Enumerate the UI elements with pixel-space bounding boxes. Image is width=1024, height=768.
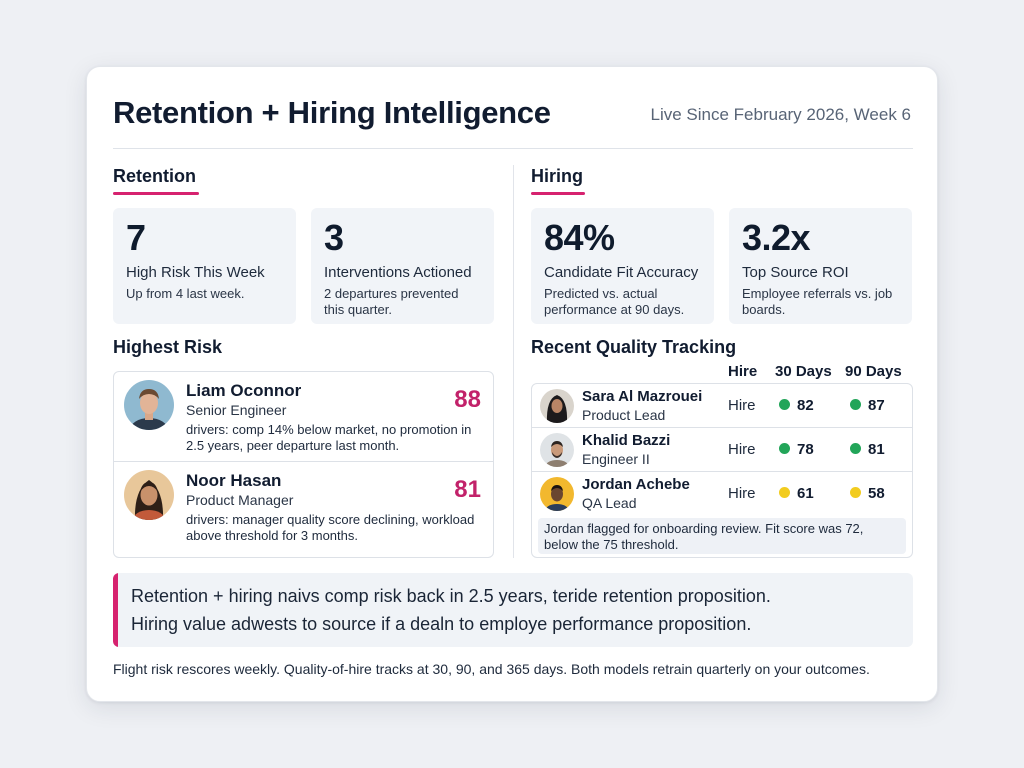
score-30-days: 82 [779, 397, 814, 414]
risk-person-role: Senior Engineer [186, 402, 287, 418]
stat-subtext: Employee referrals vs. job boards. [742, 286, 893, 317]
avatar [540, 389, 574, 423]
stat-subtext: Up from 4 last week. [126, 286, 245, 301]
score-value: 87 [868, 397, 885, 414]
hire-name: Jordan Achebe [582, 476, 690, 493]
risk-person-name: Noor Hasan [186, 471, 282, 490]
stat-label: High Risk This Week [126, 264, 265, 281]
highest-risk-title: Highest Risk [113, 337, 223, 357]
status-dot [779, 399, 790, 410]
avatar [124, 380, 174, 430]
quality-tracking-table: Sara Al Mazrouei Product Lead Hire 82 87… [531, 383, 913, 558]
hire-name: Sara Al Mazrouei [582, 388, 703, 405]
quality-tracking-title: Recent Quality Tracking [531, 337, 737, 357]
stat-value: 3.2x [742, 217, 811, 258]
stat-card-source-roi: 3.2x Top Source ROI Employee referrals v… [729, 208, 912, 324]
score-90-days: 87 [850, 397, 885, 414]
risk-drivers: drivers: comp 14% below market, no promo… [186, 422, 472, 453]
score-value: 82 [797, 397, 814, 414]
avatar [540, 477, 574, 511]
status-dot [850, 487, 861, 498]
risk-person-role: Product Manager [186, 492, 294, 508]
hire-status: Hire [728, 485, 756, 502]
status-dot [779, 443, 790, 454]
status-dot [850, 443, 861, 454]
stat-subtext: Predicted vs. actual performance at 90 d… [544, 286, 685, 317]
score-90-days: 81 [850, 441, 885, 458]
score-value: 61 [797, 485, 814, 502]
score-90-days: 58 [850, 485, 885, 502]
score-value: 78 [797, 441, 814, 458]
footer-note: Flight risk rescores weekly. Quality-of-… [113, 661, 870, 677]
table-row[interactable]: Jordan Achebe QA Lead Hire 61 58 [532, 472, 912, 516]
onboarding-review-note: Jordan flagged for onboarding review. Fi… [538, 518, 906, 554]
column-header-hire: Hire [728, 363, 758, 380]
hire-role: Product Lead [582, 407, 666, 423]
risk-person-name: Liam Oconnor [186, 381, 302, 400]
stat-label: Top Source ROI [742, 264, 849, 281]
stat-label: Interventions Actioned [324, 264, 472, 281]
stat-subtext: 2 departures prevented this quarter. [324, 286, 459, 317]
hiring-underline [531, 192, 585, 195]
hire-name: Khalid Bazzi [582, 432, 671, 449]
hire-status: Hire [728, 397, 756, 414]
stat-card-high-risk: 7 High Risk This Week Up from 4 last wee… [113, 208, 296, 324]
page-title: Retention + Hiring Intelligence [113, 95, 551, 130]
highest-risk-list: Liam Oconnor Senior Engineer 88 drivers:… [113, 371, 494, 558]
insight-line-1: Retention + hiring naivs comp risk back … [131, 586, 771, 606]
column-divider [513, 165, 514, 558]
hire-status: Hire [728, 441, 756, 458]
score-value: 58 [868, 485, 885, 502]
score-30-days: 61 [779, 485, 814, 502]
stat-value: 84% [544, 217, 615, 258]
stat-card-fit-accuracy: 84% Candidate Fit Accuracy Predicted vs.… [531, 208, 714, 324]
status-dot [850, 399, 861, 410]
risk-score: 88 [454, 386, 481, 413]
table-row[interactable]: Sara Al Mazrouei Product Lead Hire 82 87 [532, 384, 912, 428]
stat-value: 7 [126, 217, 146, 258]
retention-underline [113, 192, 199, 195]
stat-value: 3 [324, 217, 344, 258]
risk-drivers: drivers: manager quality score declining… [186, 512, 475, 543]
hiring-section-label: Hiring [531, 166, 583, 186]
risk-row-liam[interactable]: Liam Oconnor Senior Engineer 88 drivers:… [114, 372, 493, 462]
hire-role: Engineer II [582, 451, 650, 467]
insight-callout: Retention + hiring naivs comp risk back … [113, 573, 913, 647]
score-30-days: 78 [779, 441, 814, 458]
callout-accent-bar [113, 573, 118, 647]
dashboard-card: Retention + Hiring Intelligence Live Sin… [86, 66, 938, 702]
avatar [540, 433, 574, 467]
avatar [124, 470, 174, 520]
column-header-90-days: 90 Days [845, 363, 902, 380]
header-divider [113, 148, 913, 149]
insight-line-2: Hiring value adwests to source if a deal… [131, 614, 752, 634]
hire-role: QA Lead [582, 495, 637, 511]
status-dot [779, 487, 790, 498]
stat-card-interventions: 3 Interventions Actioned 2 departures pr… [311, 208, 494, 324]
score-value: 81 [868, 441, 885, 458]
stat-label: Candidate Fit Accuracy [544, 264, 699, 281]
column-header-30-days: 30 Days [775, 363, 832, 380]
risk-row-noor[interactable]: Noor Hasan Product Manager 81 drivers: m… [114, 462, 493, 557]
retention-section-label: Retention [113, 166, 196, 186]
risk-score: 81 [454, 476, 481, 503]
live-since-label: Live Since February 2026, Week 6 [650, 105, 912, 124]
table-row[interactable]: Khalid Bazzi Engineer II Hire 78 81 [532, 428, 912, 472]
